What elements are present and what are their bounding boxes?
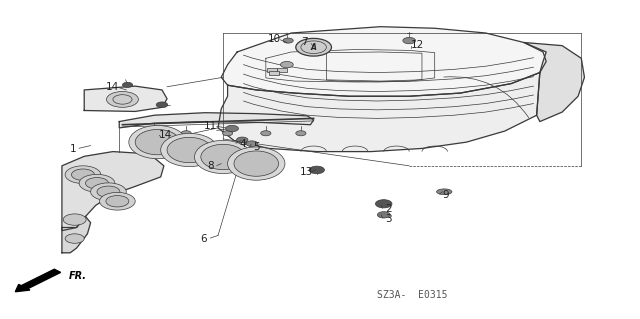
Polygon shape [62, 216, 91, 253]
Circle shape [309, 166, 324, 174]
Text: A: A [310, 43, 317, 52]
Ellipse shape [228, 147, 285, 180]
Circle shape [283, 38, 293, 43]
Circle shape [181, 131, 191, 136]
Text: 4: 4 [239, 139, 246, 149]
Polygon shape [524, 42, 584, 122]
Text: 5: 5 [253, 143, 260, 152]
Circle shape [97, 186, 120, 197]
Ellipse shape [195, 140, 252, 174]
Circle shape [106, 92, 138, 107]
Text: 14: 14 [106, 82, 120, 92]
Polygon shape [84, 86, 167, 111]
Text: 7: 7 [301, 38, 308, 48]
Circle shape [237, 137, 248, 143]
Circle shape [223, 131, 233, 136]
Circle shape [100, 192, 135, 210]
Text: 3: 3 [385, 214, 392, 224]
Circle shape [79, 174, 115, 192]
Bar [276, 68, 287, 71]
Text: 6: 6 [201, 234, 207, 244]
Circle shape [156, 102, 168, 108]
Circle shape [86, 178, 108, 189]
Circle shape [65, 234, 84, 243]
Polygon shape [221, 27, 546, 96]
Text: 1: 1 [70, 145, 76, 154]
Circle shape [378, 212, 390, 218]
Circle shape [106, 196, 129, 207]
Circle shape [143, 131, 153, 136]
Text: 2: 2 [385, 204, 392, 214]
Circle shape [63, 214, 86, 225]
Text: 10: 10 [268, 34, 281, 44]
Circle shape [65, 166, 100, 183]
Ellipse shape [436, 189, 452, 195]
Circle shape [376, 200, 392, 208]
Circle shape [122, 82, 132, 87]
Bar [269, 71, 279, 75]
Circle shape [296, 38, 332, 56]
Text: 13: 13 [300, 167, 312, 177]
Circle shape [72, 169, 95, 180]
Text: SZ3A-  E0315: SZ3A- E0315 [378, 290, 448, 300]
Circle shape [260, 131, 271, 136]
Ellipse shape [201, 144, 246, 170]
Circle shape [403, 37, 415, 44]
Ellipse shape [135, 130, 180, 155]
Ellipse shape [216, 159, 229, 168]
Circle shape [226, 125, 239, 132]
Text: 11: 11 [204, 121, 217, 131]
Text: 12: 12 [411, 40, 424, 50]
Text: 14: 14 [159, 130, 172, 140]
Polygon shape [119, 113, 314, 128]
Text: FR.: FR. [69, 271, 87, 281]
Ellipse shape [234, 151, 278, 176]
Ellipse shape [129, 125, 186, 159]
Circle shape [296, 131, 306, 136]
FancyArrow shape [15, 269, 61, 292]
Circle shape [91, 183, 126, 201]
Polygon shape [218, 72, 540, 152]
Circle shape [246, 141, 257, 146]
Circle shape [280, 62, 293, 68]
Bar [267, 68, 277, 71]
Text: 9: 9 [443, 190, 449, 200]
Text: 8: 8 [207, 161, 214, 171]
Ellipse shape [167, 137, 212, 163]
Polygon shape [62, 152, 164, 231]
Ellipse shape [161, 133, 218, 167]
